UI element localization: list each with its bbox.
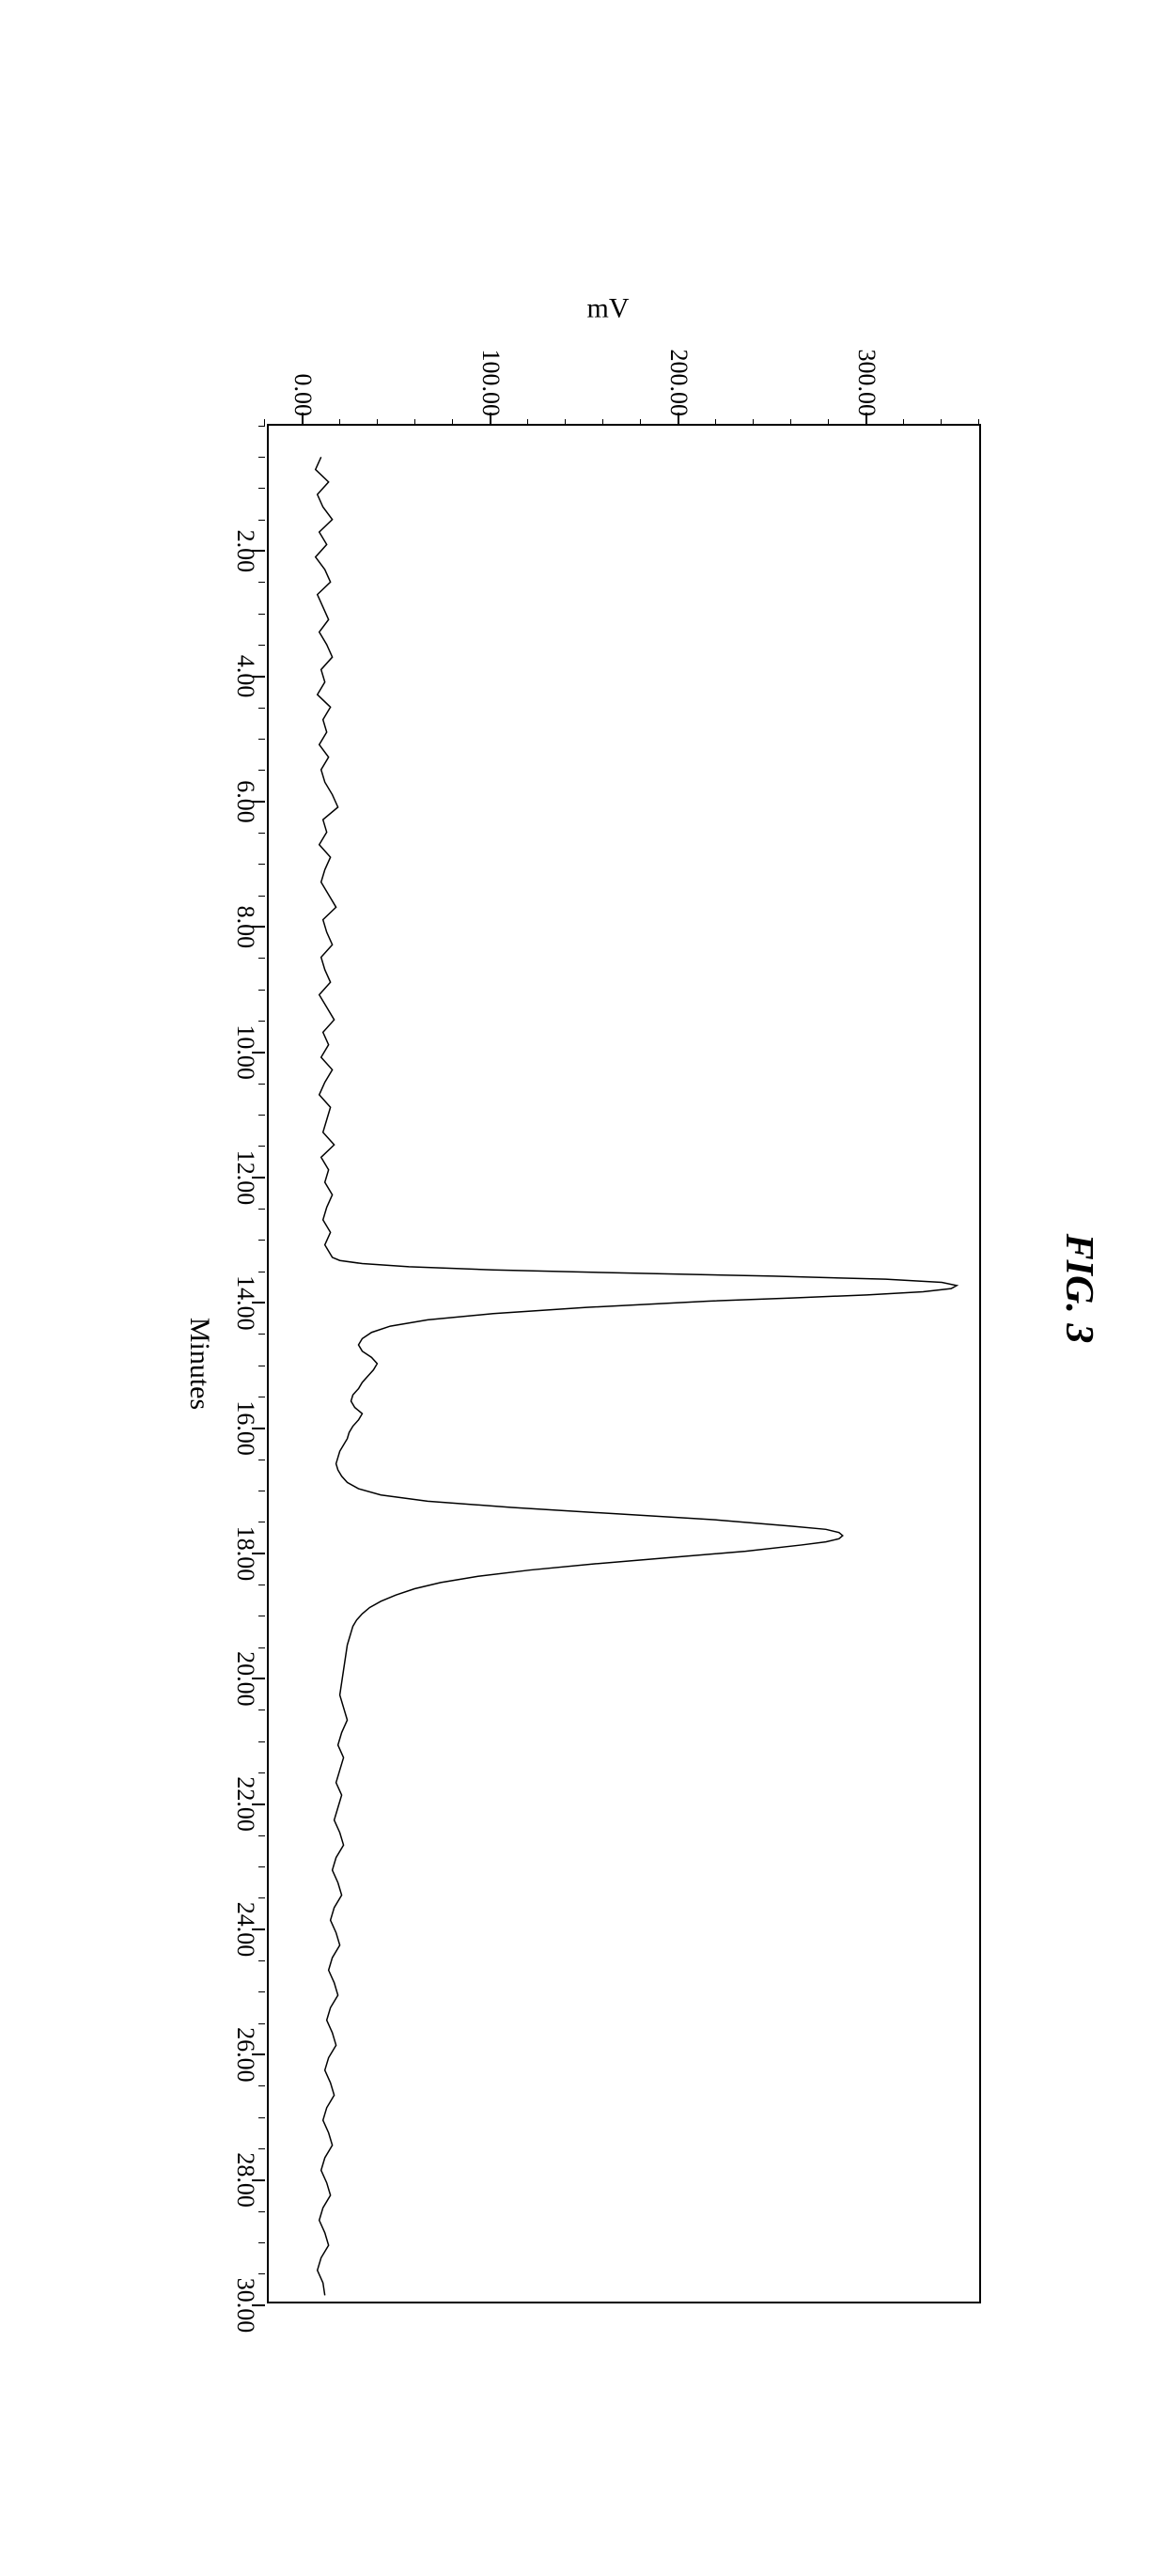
y-minor-tick — [641, 419, 642, 426]
x-tick-label: 8.00 — [231, 905, 269, 948]
y-minor-tick — [754, 419, 755, 426]
y-minor-tick — [378, 419, 379, 426]
x-minor-tick — [258, 644, 265, 645]
chromatogram-trace — [269, 426, 979, 2302]
y-minor-tick — [265, 419, 266, 426]
x-minor-tick — [258, 1834, 265, 1835]
x-minor-tick — [258, 1490, 265, 1491]
x-tick-label: 30.00 — [231, 2277, 269, 2333]
x-minor-tick — [258, 519, 265, 520]
x-minor-tick — [258, 1334, 265, 1335]
x-minor-tick — [258, 1991, 265, 1992]
chromatogram-chart: 0.00 100.00 200.00 300.00 2.00 4.00 6.00 8.00 10… — [154, 255, 1000, 2322]
x-minor-tick — [258, 864, 265, 865]
x-minor-tick — [258, 1208, 265, 1209]
x-tick-label: 14.00 — [231, 1275, 269, 1331]
x-minor-tick — [258, 2022, 265, 2023]
x-minor-tick — [258, 1083, 265, 1084]
y-minor-tick — [340, 419, 341, 426]
x-minor-tick — [258, 2273, 265, 2274]
y-minor-tick — [453, 419, 454, 426]
x-tick-label: 18.00 — [231, 1525, 269, 1581]
x-axis-label: Minutes — [183, 1317, 215, 1409]
x-minor-tick — [258, 1271, 265, 1272]
x-tick-label: 10.00 — [231, 1024, 269, 1080]
x-minor-tick — [258, 989, 265, 990]
x-minor-tick — [258, 2085, 265, 2086]
x-minor-tick — [258, 1584, 265, 1585]
y-axis-label: mV — [587, 292, 630, 324]
y-minor-tick — [942, 419, 943, 426]
x-minor-tick — [258, 738, 265, 739]
x-minor-tick — [258, 1959, 265, 1960]
y-tick-label: 100.00 — [476, 349, 505, 426]
y-tick-label: 300.00 — [852, 349, 881, 426]
x-tick-label: 16.00 — [231, 1400, 269, 1456]
x-tick-label: 22.00 — [231, 1776, 269, 1832]
y-tick-label: 0.00 — [288, 373, 317, 426]
plot-area: 0.00100.00200.00300.002.004.006.008.0010… — [267, 424, 981, 2303]
figure-container: FIG. 3 0.00 100.00 200.00 300.00 2.00 4.00 6.0… — [68, 161, 1101, 2416]
x-minor-tick — [258, 958, 265, 959]
y-minor-tick — [829, 419, 830, 426]
x-minor-tick — [258, 2210, 265, 2211]
y-minor-tick — [791, 419, 792, 426]
x-minor-tick — [258, 456, 265, 457]
x-tick-label: 24.00 — [231, 1901, 269, 1957]
y-minor-tick — [566, 419, 567, 426]
y-minor-tick — [716, 419, 717, 426]
y-minor-tick — [528, 419, 529, 426]
x-minor-tick — [258, 895, 265, 896]
x-tick-label: 26.00 — [231, 2027, 269, 2083]
x-minor-tick — [258, 832, 265, 833]
x-minor-tick — [258, 425, 265, 426]
y-minor-tick — [415, 419, 416, 426]
x-minor-tick — [258, 1459, 265, 1460]
x-tick-label: 4.00 — [231, 654, 269, 697]
x-minor-tick — [258, 1897, 265, 1898]
x-minor-tick — [258, 488, 265, 489]
x-minor-tick — [258, 707, 265, 708]
x-tick-label: 12.00 — [231, 1149, 269, 1205]
x-minor-tick — [258, 1114, 265, 1115]
figure-title: FIG. 3 — [1056, 161, 1101, 2416]
x-minor-tick — [258, 2241, 265, 2242]
x-minor-tick — [258, 2116, 265, 2117]
y-tick-label: 200.00 — [664, 349, 693, 426]
x-tick-label: 20.00 — [231, 1651, 269, 1707]
x-minor-tick — [258, 1020, 265, 1021]
x-minor-tick — [258, 770, 265, 771]
x-minor-tick — [258, 582, 265, 583]
x-minor-tick — [258, 1146, 265, 1147]
x-minor-tick — [258, 613, 265, 614]
y-minor-tick — [904, 419, 905, 426]
x-minor-tick — [258, 1396, 265, 1397]
trace-path — [316, 457, 957, 2295]
x-tick-label: 6.00 — [231, 780, 269, 823]
y-minor-tick — [979, 419, 980, 426]
x-minor-tick — [258, 2147, 265, 2148]
x-minor-tick — [258, 1365, 265, 1366]
y-minor-tick — [603, 419, 604, 426]
x-tick-label: 28.00 — [231, 2152, 269, 2208]
x-minor-tick — [258, 1240, 265, 1241]
x-tick-label: 2.00 — [231, 529, 269, 572]
